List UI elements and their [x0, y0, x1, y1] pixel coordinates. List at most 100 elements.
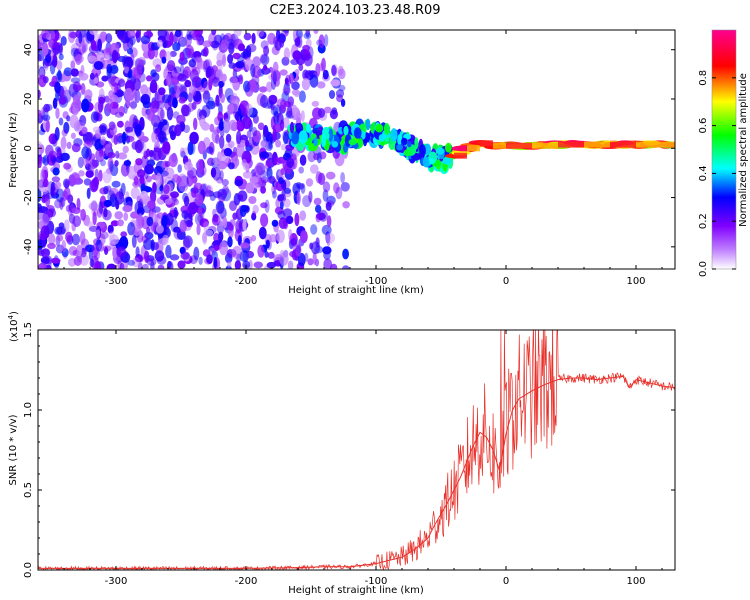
- spectrogram-cell: [127, 259, 136, 266]
- spectrogram-cell: [78, 72, 89, 81]
- spectrogram-cell: [422, 156, 430, 168]
- spectrogram-cell: [222, 54, 226, 67]
- spectrogram-cell: [311, 100, 320, 107]
- spectrogram-cell: [86, 167, 93, 178]
- spectrogram-cell: [228, 42, 235, 55]
- spectrogram-cell: [40, 248, 51, 258]
- spectrogram-cell: [162, 141, 171, 155]
- spectrogram-cell: [176, 114, 186, 125]
- spectrogram-cell: [322, 181, 331, 193]
- spectrogram-cell: [170, 218, 178, 233]
- spectrogram-cell: [193, 117, 198, 131]
- spectrogram-cell: [50, 186, 55, 196]
- spectrogram-cell: [107, 157, 114, 170]
- spectrogram-cell: [283, 47, 290, 61]
- carrier-band: [493, 142, 506, 149]
- spectrogram-cell: [302, 44, 310, 52]
- spectrogram-cell: [50, 30, 56, 41]
- spectrogram-cell: [242, 162, 250, 171]
- spectrogram-cell: [283, 131, 289, 145]
- spectrogram-cell: [260, 139, 269, 149]
- spectrogram-cell: [70, 172, 80, 185]
- spectrogram-cell: [98, 148, 104, 158]
- spectrogram-cell: [206, 254, 213, 264]
- spectrogram-cell: [203, 229, 214, 237]
- spectrogram-cell: [219, 170, 224, 181]
- spectrogram-cell: [279, 201, 284, 210]
- spectrogram-cell: [338, 84, 346, 92]
- spectrogram-cell: [107, 190, 116, 203]
- spectrogram-cell: [113, 134, 118, 146]
- spectrogram-cell: [54, 226, 63, 235]
- spectrogram-cell: [218, 231, 224, 242]
- spectrogram-cell: [157, 107, 164, 122]
- spectrogram-cell: [161, 56, 167, 64]
- spectrogram-cell: [164, 167, 175, 179]
- spectrogram-cell: [234, 179, 243, 187]
- spectrogram-cell: [305, 30, 310, 38]
- spectrogram-cell: [215, 200, 225, 214]
- spectrogram-cell: [58, 96, 67, 105]
- spectrogram-cell: [281, 189, 286, 197]
- spectrogram-cell: [195, 33, 202, 42]
- spectrogram-cell: [43, 210, 53, 223]
- spectrogram-cell: [86, 187, 91, 200]
- spectrogram-cell: [342, 248, 349, 260]
- spectrogram-cell: [98, 125, 107, 134]
- spectrogram-cell: [179, 84, 187, 93]
- spectrogram-cell: [323, 250, 331, 260]
- spectrogram-cell: [326, 233, 331, 247]
- spectrogram-cell: [158, 87, 166, 96]
- carrier-band: [584, 141, 610, 148]
- spectrogram-cell: [214, 244, 220, 251]
- snr-multiplier-exponent: 4: [7, 314, 15, 319]
- spectrogram-cell: [251, 32, 256, 45]
- spectrogram-cell: [116, 246, 126, 258]
- spectrogram-cell: [285, 215, 294, 225]
- spectrogram-cell: [107, 224, 114, 234]
- spectrogram-cell: [135, 246, 140, 258]
- colorbar-tick-label: 0.6: [698, 118, 709, 134]
- spectrogram-cell: [149, 79, 158, 94]
- spectrogram-cell: [137, 169, 146, 178]
- spectrogram-cell: [60, 89, 66, 98]
- spectrogram-cell: [131, 234, 137, 248]
- spectrogram-cell: [313, 30, 319, 35]
- spectrogram-cell: [292, 104, 298, 117]
- spectrogram-cell: [123, 212, 129, 221]
- snr-line-noise: [38, 330, 675, 570]
- spectrogram-cell: [300, 230, 308, 244]
- spectrogram-cell: [288, 229, 293, 241]
- spectrogram-cell: [225, 133, 232, 143]
- spectrogram-cell: [343, 125, 349, 136]
- spectrogram-cell: [255, 162, 264, 175]
- spectrogram-cell: [316, 81, 326, 89]
- spectrogram-cell: [80, 247, 87, 258]
- y-tick-label: 0.5: [23, 482, 34, 498]
- spectrogram-cell: [119, 236, 129, 250]
- spectrogram-cell: [229, 219, 236, 227]
- spectrogram-cell: [59, 152, 64, 163]
- carrier-band: [480, 140, 493, 147]
- snr-panel: -300 -200 -100 0 100 0.0 0.5 1.0 1.5 Height of …: [7, 311, 676, 596]
- spectrogram-cell: [137, 213, 143, 227]
- y-tick-label: 40: [23, 43, 34, 56]
- spectrogram-cell: [173, 82, 183, 93]
- spectrogram-cell: [47, 181, 55, 195]
- spectrogram-cell: [188, 201, 198, 215]
- spectrogram-cell: [213, 257, 218, 269]
- spectrogram-cell: [318, 34, 325, 48]
- spectrogram-cell: [198, 256, 203, 265]
- spectrogram-cell: [322, 69, 329, 80]
- spectrogram-cell: [42, 155, 50, 166]
- spectrogram-x-ticks: -300 -200 -100 0 100: [37, 30, 663, 287]
- spectrogram-cell: [218, 40, 229, 53]
- spectrogram-cell: [194, 193, 204, 207]
- spectrogram-cell: [163, 68, 168, 80]
- spectrogram-cell: [278, 217, 288, 229]
- spectrogram-cell: [178, 96, 186, 104]
- spectrogram-cell: [164, 198, 173, 205]
- spectrogram-cell: [65, 205, 70, 212]
- spectrogram-cell: [289, 121, 295, 134]
- spectrogram-cell: [63, 187, 71, 200]
